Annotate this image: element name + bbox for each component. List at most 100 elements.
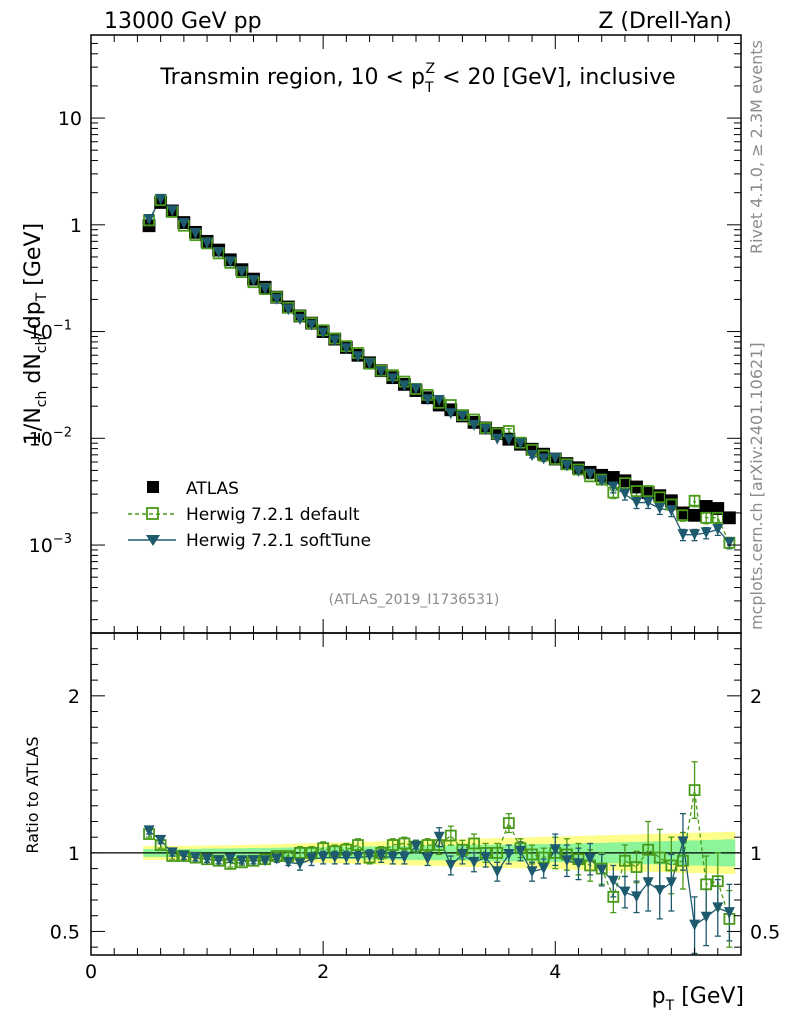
softtune-point (712, 523, 724, 535)
softtune-point (549, 452, 561, 464)
ratio-softtune-point (596, 864, 608, 876)
softtune-point (364, 358, 376, 370)
softtune-point (573, 465, 584, 477)
ratio-default-point (619, 854, 631, 867)
y-axis-label: 1/Nch dNch/dpT [GeV] (21, 223, 50, 445)
softtune-point (352, 351, 364, 363)
ratio-y-tick-label-right: 0.5 (750, 921, 780, 943)
rivet-label: Rivet 4.1.0, ≥ 2.3M events (747, 40, 766, 254)
softtune-point (538, 453, 550, 465)
ratio-default-point (700, 878, 713, 891)
default-point (630, 485, 643, 498)
ratio-frame (90, 632, 742, 956)
softtune-point (689, 529, 701, 541)
ratio-softtune-point (677, 836, 689, 848)
svg-text:1/Nch dNch/dpT [GeV]: 1/Nch dNch/dpT [GeV] (21, 223, 50, 445)
atlas-point (688, 508, 701, 522)
atlas-point (664, 494, 678, 508)
default-point (700, 511, 713, 524)
softtune-point (410, 383, 422, 395)
ratio-softtune-point (189, 852, 201, 864)
ratio-default-point (386, 839, 399, 851)
ratio-softtune-point (584, 853, 596, 865)
ratio-softtune-point (491, 866, 503, 878)
ratio-default-point (421, 839, 434, 851)
ratio-softtune-point (294, 858, 306, 870)
legend-atlas-marker (147, 481, 159, 493)
legend: ATLAS Herwig 7.2.1 default Herwig 7.2.1 … (128, 479, 371, 551)
process-label: Z (Drell-Yan) (598, 9, 732, 34)
analysis-label: (ATLAS_2019_I1736531) (329, 592, 500, 608)
ratio-softtune-point (514, 845, 526, 857)
atlas-point (699, 500, 713, 513)
softtune-point (631, 497, 643, 509)
ratio-softtune-point (201, 853, 213, 865)
ratio-softtune-point (213, 855, 225, 867)
ratio-softtune-point (422, 853, 434, 865)
atlas-point (606, 471, 620, 484)
x-axis-label: pT [GeV] (652, 984, 744, 1014)
ratio-default-point (526, 848, 538, 861)
softtune-point (468, 419, 480, 431)
softtune-point (596, 475, 608, 487)
ratio-softtune-point (248, 855, 259, 867)
softtune-point (236, 266, 248, 278)
ratio-softtune-point (723, 907, 735, 919)
ratio-softtune-point (329, 852, 341, 864)
ratio-panel: 0 2 4 0.5 0.5 1 1 2 2 (50, 632, 780, 983)
softtune-point (259, 283, 271, 295)
softtune-point (201, 237, 213, 249)
ratio-softtune-point (352, 852, 364, 864)
softtune-point (178, 217, 190, 229)
softtune-point (619, 488, 631, 500)
x-tick-label: 0 (85, 961, 97, 983)
ratio-default-point (642, 843, 655, 856)
x-tick-label: 2 (317, 961, 329, 983)
ratio-default-point (444, 829, 457, 842)
softtune-point (387, 373, 399, 385)
atlas-point (722, 511, 736, 525)
softtune-point (329, 335, 341, 347)
ratio-softtune-point (306, 853, 318, 865)
ratio-softtune-point (654, 885, 666, 897)
softtune-point (654, 502, 666, 514)
ratio-softtune-point (468, 856, 480, 868)
default-point (642, 485, 655, 498)
ratio-softtune-point (410, 841, 422, 853)
ratio-softtune-point (689, 919, 701, 931)
ratio-default-point (665, 859, 678, 872)
softtune-point (723, 537, 735, 549)
softtune-point (561, 460, 573, 472)
default-point (653, 491, 666, 504)
atlas-point (676, 506, 690, 520)
ratio-y-tick-label-right: 1 (750, 843, 762, 865)
softtune-point (491, 433, 503, 445)
default-point (619, 477, 631, 490)
ratio-default-line (148, 789, 731, 920)
softtune-point (584, 468, 596, 480)
ratio-softtune-point (700, 911, 712, 923)
softtune-point (166, 205, 178, 217)
ratio-softtune-point (398, 852, 410, 864)
y-tick-label: 1 (70, 215, 82, 237)
ratio-default-point (607, 890, 620, 903)
softtune-point (642, 497, 654, 509)
default-point (677, 509, 689, 522)
legend-softtune-label: Herwig 7.2.1 softTune (186, 531, 371, 551)
ratio-softtune-point (387, 852, 399, 864)
ratio-softtune-point (375, 850, 387, 862)
ratio-default-point (468, 837, 480, 850)
default-point (711, 511, 724, 524)
softtune-point (503, 434, 515, 446)
softtune-point (445, 408, 457, 420)
softtune-point (700, 527, 712, 539)
ratio-softtune-point (631, 891, 643, 903)
ratio-data-layer (91, 761, 741, 955)
ratio-softtune-point (317, 852, 329, 864)
ratio-default-point (537, 851, 550, 864)
ratio-softtune-point (433, 831, 445, 843)
softtune-point (514, 438, 526, 450)
ratio-softtune-point (282, 856, 294, 868)
